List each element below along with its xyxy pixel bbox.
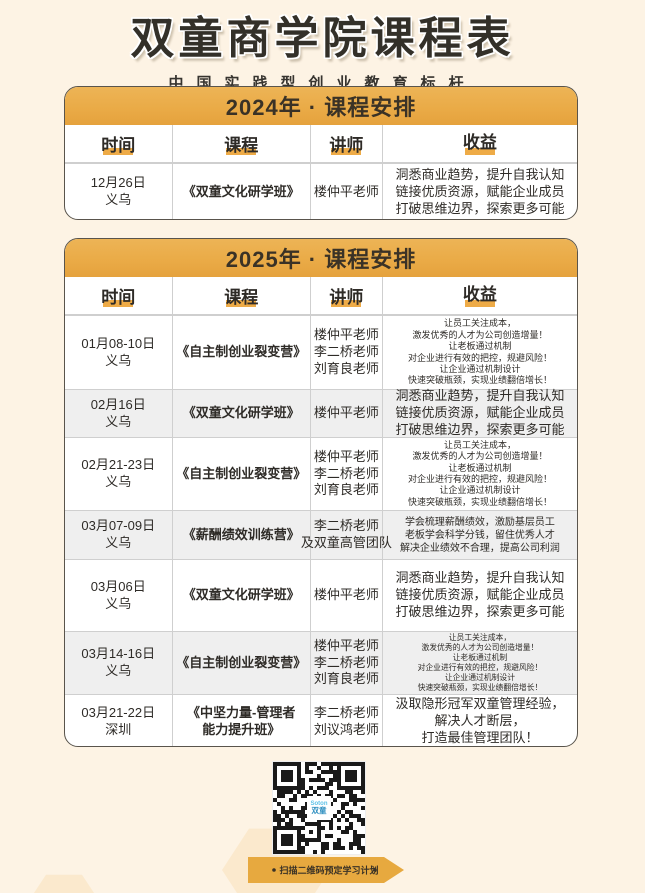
svg-text:扫描二维码预定学习计划: 扫描二维码预定学习计划 bbox=[279, 865, 378, 876]
